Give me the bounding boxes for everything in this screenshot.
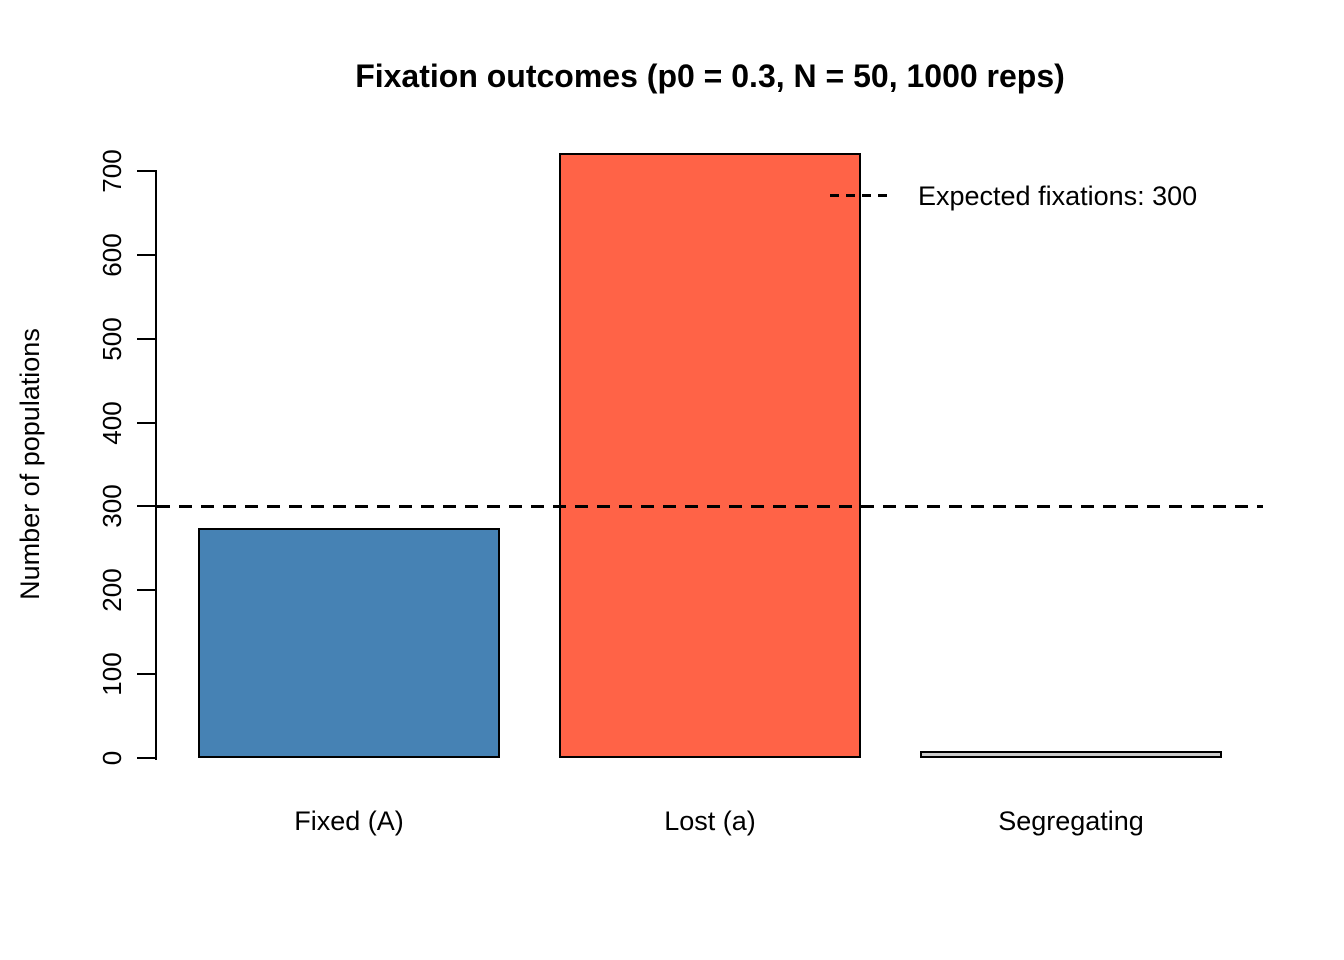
y-axis-tick	[137, 673, 157, 676]
y-axis-tick-label: 600	[97, 233, 127, 277]
y-axis-label: Number of populations	[15, 328, 45, 600]
y-axis-tick	[137, 253, 157, 256]
y-axis-tick	[137, 337, 157, 340]
x-axis-category-label: Fixed (A)	[294, 806, 404, 836]
chart-title: Fixation outcomes (p0 = 0.3, N = 50, 100…	[355, 58, 1065, 94]
y-axis-tick	[137, 505, 157, 508]
y-axis-tick	[137, 757, 157, 759]
y-axis-tick-label: 400	[97, 400, 127, 445]
y-axis-tick-label: 200	[97, 568, 127, 612]
y-axis-tick	[137, 589, 157, 592]
y-axis-tick	[137, 421, 157, 424]
y-axis-tick-label: 500	[97, 317, 127, 361]
bar-fixed-a	[198, 528, 500, 758]
x-axis-category-label: Lost (a)	[664, 806, 756, 836]
y-axis-tick-label: 300	[97, 484, 127, 529]
bar-lost-a	[559, 153, 861, 758]
y-axis-line	[155, 170, 157, 760]
y-axis-tick-label: 700	[97, 149, 127, 193]
y-axis-tick-label: 0	[97, 750, 127, 766]
bar-segregating	[920, 751, 1222, 758]
legend-label: Expected fixations: 300	[918, 181, 1198, 211]
expected-fixations-reference-line	[157, 505, 1263, 509]
y-axis-tick-label: 100	[97, 652, 127, 696]
y-axis-tick	[137, 170, 157, 172]
legend-dashed-line-sample	[830, 194, 892, 197]
x-axis-category-label: Segregating	[998, 806, 1144, 836]
